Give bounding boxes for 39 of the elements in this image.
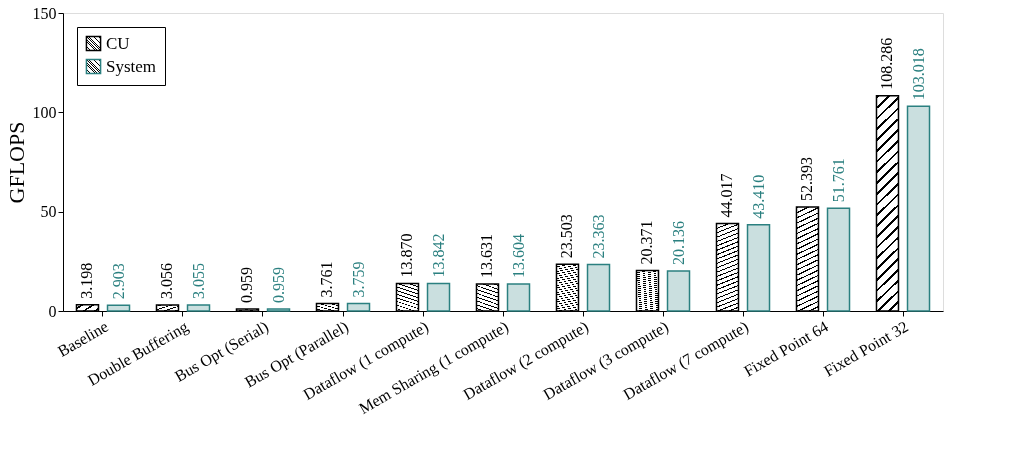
bar bbox=[826, 207, 851, 312]
data-label: 23.363 bbox=[589, 214, 607, 259]
data-label: 0.959 bbox=[269, 267, 287, 304]
data-label: 23.503 bbox=[558, 214, 576, 259]
data-label: 13.870 bbox=[398, 233, 416, 278]
data-label: 20.136 bbox=[669, 221, 687, 265]
data-label: 2.903 bbox=[109, 263, 127, 300]
bar bbox=[426, 282, 451, 312]
bar bbox=[666, 270, 691, 312]
y-tick-label: 0 bbox=[48, 302, 57, 320]
bar bbox=[506, 283, 531, 312]
legend-label: CU bbox=[106, 33, 130, 53]
data-label: 3.056 bbox=[158, 262, 176, 299]
data-label: 52.393 bbox=[798, 156, 816, 201]
data-label: 3.759 bbox=[349, 261, 367, 298]
bar bbox=[186, 304, 211, 312]
data-label: 3.761 bbox=[318, 261, 336, 298]
data-label: 20.371 bbox=[638, 220, 656, 265]
y-tick-label: 100 bbox=[32, 103, 57, 121]
bar bbox=[106, 304, 131, 312]
bar bbox=[346, 302, 371, 312]
bar bbox=[586, 263, 611, 312]
data-label: 13.842 bbox=[429, 233, 447, 278]
data-label: 13.604 bbox=[509, 233, 527, 278]
data-label: 3.198 bbox=[78, 262, 96, 299]
data-label: 0.959 bbox=[238, 267, 256, 304]
data-label: 103.018 bbox=[909, 48, 927, 101]
data-label: 44.017 bbox=[718, 173, 736, 218]
bar bbox=[906, 105, 931, 312]
y-tick-label: 50 bbox=[40, 203, 57, 221]
data-label: 13.631 bbox=[478, 233, 496, 278]
legend-label: System bbox=[106, 56, 157, 76]
y-axis-title: GFLOPS bbox=[3, 121, 29, 204]
y-tick-label: 150 bbox=[32, 4, 57, 22]
data-label: 3.055 bbox=[189, 262, 207, 299]
bar bbox=[746, 224, 771, 312]
data-label: 43.410 bbox=[749, 174, 767, 219]
data-label: 108.286 bbox=[878, 37, 896, 90]
data-label: 51.761 bbox=[829, 158, 847, 203]
